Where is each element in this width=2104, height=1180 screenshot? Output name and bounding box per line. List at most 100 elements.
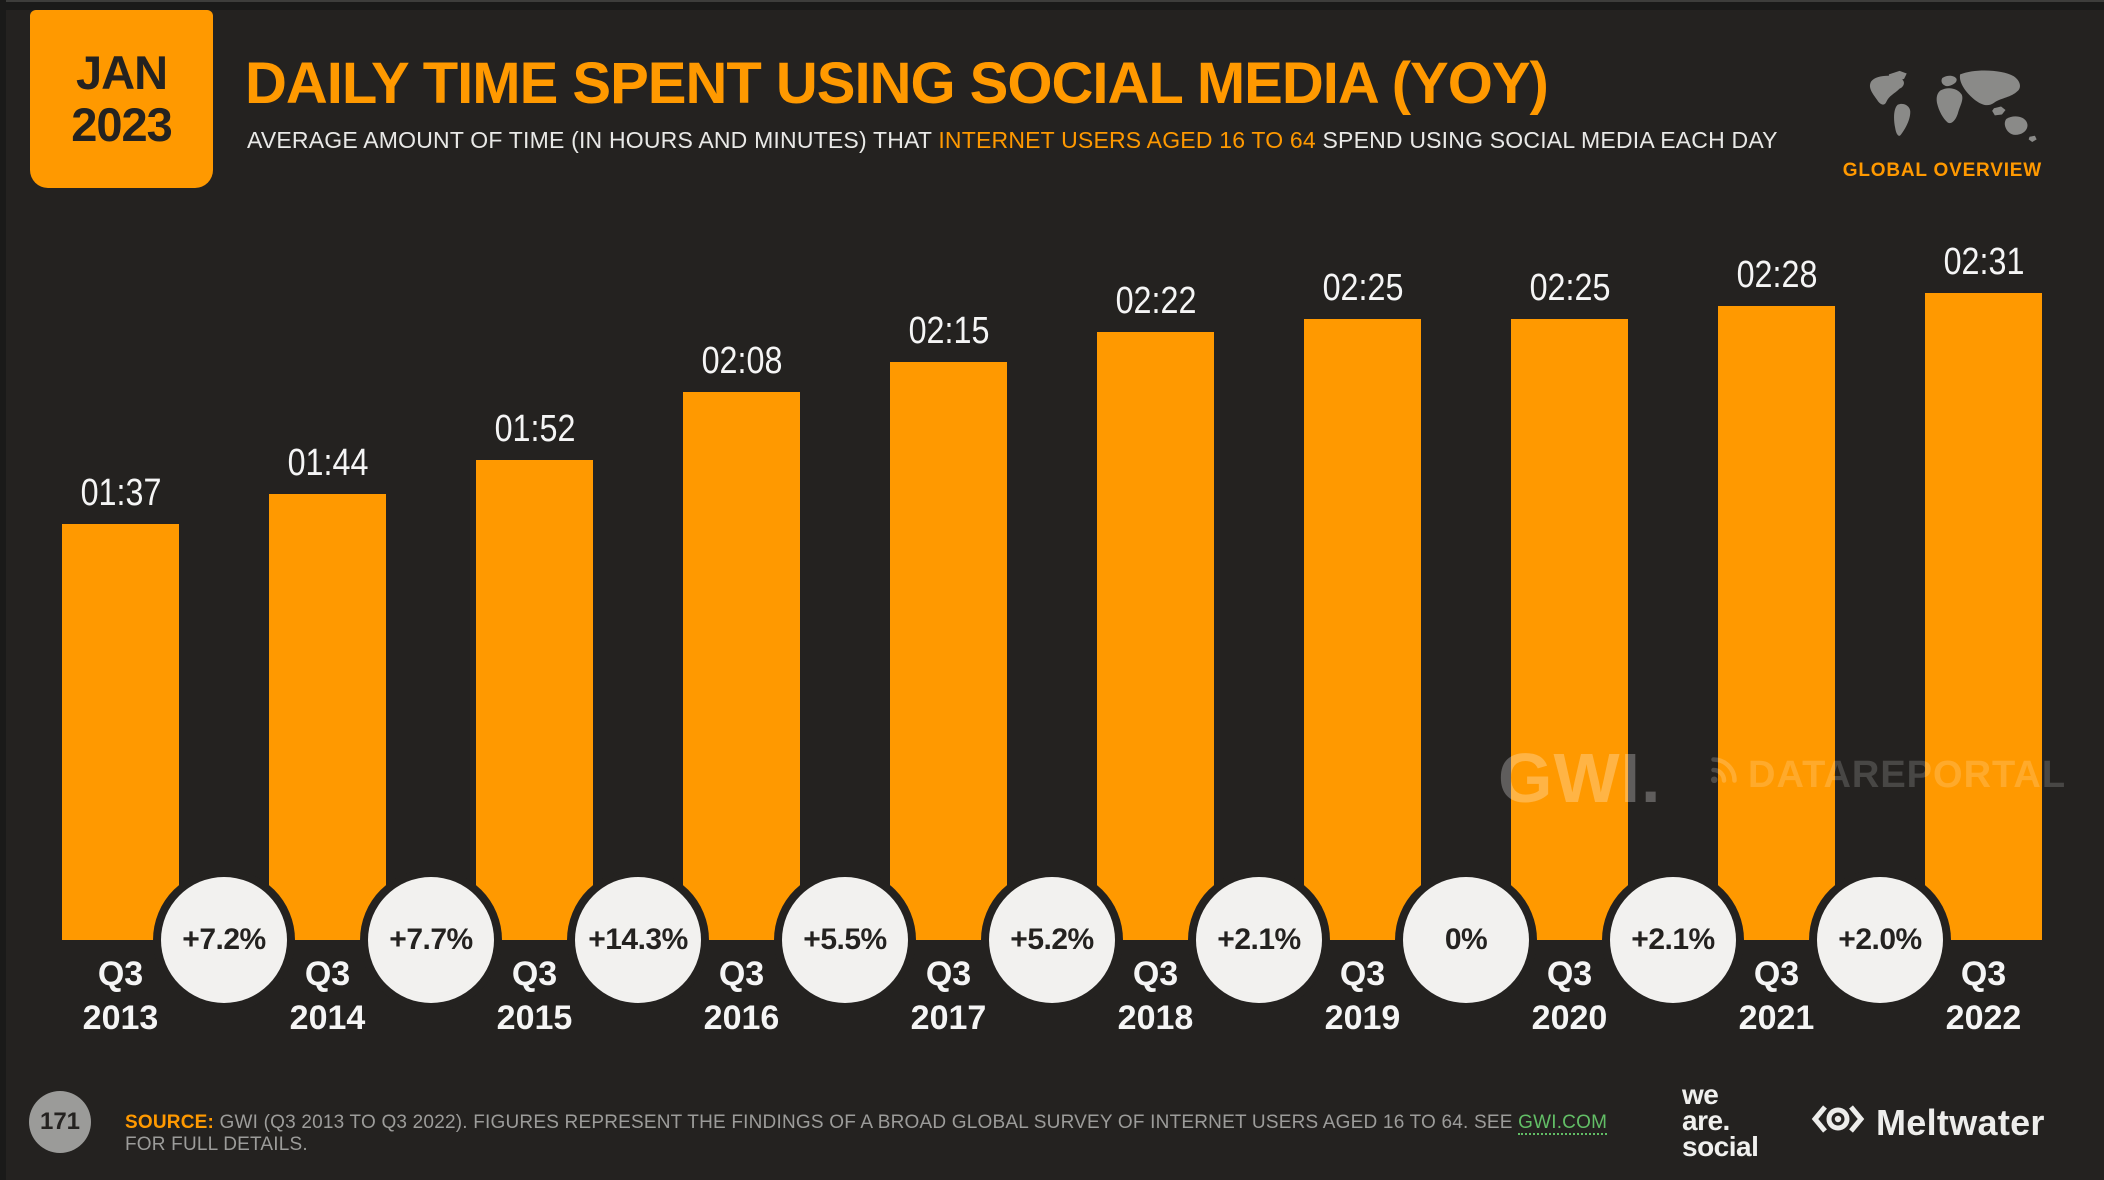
yoy-bubble-label: +14.3% [588, 923, 688, 956]
bar-category-line: Q3 [925, 955, 972, 993]
bar-value-label: 01:37 [80, 472, 161, 514]
bar-category-label: Q3 2020 [1480, 952, 1660, 1040]
source-text-1: GWI (Q3 2013 TO Q3 2022). FIGURES REPRES… [214, 1112, 1519, 1133]
yoy-bubble: +2.1% [1196, 877, 1322, 1003]
bar-category-label: Q3 2022 [1894, 952, 2074, 1040]
window-left-edge [0, 0, 6, 1180]
meltwater-eye-icon [1810, 1102, 1866, 1144]
bar-category-line: 2019 [1324, 999, 1401, 1037]
bar-value-label: 02:25 [1529, 267, 1610, 309]
bar-value-label: 02:22 [1115, 280, 1196, 322]
bar-value-label: 01:44 [287, 442, 368, 484]
bar-value-label: 02:31 [1943, 241, 2024, 283]
world-map-icon [1864, 64, 2042, 156]
region-label: GLOBAL OVERVIEW [1842, 160, 2042, 181]
bar-category-line: 2020 [1531, 999, 1608, 1037]
bar-category-line: Q3 [304, 955, 351, 993]
window-top-edge [0, 0, 2104, 10]
bar-category-label: Q3 2014 [238, 952, 418, 1040]
yoy-bubble-label: 0% [1444, 923, 1488, 956]
subtitle-highlight: INTERNET USERS AGED 16 TO 64 [938, 127, 1316, 153]
bar-category-line: Q3 [1960, 955, 2007, 993]
yoy-bubble: +2.1% [1610, 877, 1736, 1003]
bar-category-line: Q3 [718, 955, 765, 993]
bar-category-line: Q3 [511, 955, 558, 993]
bar-category-label: Q3 2017 [859, 952, 1039, 1040]
yoy-bubble-label: +2.0% [1838, 923, 1922, 956]
bar-category-label: Q3 2015 [445, 952, 625, 1040]
we-are-social-line2: are. [1682, 1105, 1730, 1136]
subtitle-suffix: SPEND USING SOCIAL MEDIA EACH DAY [1315, 127, 1778, 153]
bar [1304, 319, 1421, 940]
date-badge: JAN 2023 [30, 10, 213, 188]
broadcast-icon [1706, 752, 1742, 798]
bar [1511, 319, 1628, 940]
bar-category-line: 2017 [910, 999, 987, 1037]
yoy-bubble-label: +2.1% [1217, 923, 1301, 956]
bar [1925, 293, 2042, 940]
bar [269, 494, 386, 940]
we-are-social-line3: social [1682, 1131, 1759, 1162]
source-note: SOURCE: GWI (Q3 2013 TO Q3 2022). FIGURE… [125, 1112, 1625, 1156]
bar [890, 362, 1007, 940]
bar-category-line: 2013 [82, 999, 159, 1037]
bar-category-line: 2022 [1945, 999, 2022, 1037]
yoy-bubble: 0% [1403, 877, 1529, 1003]
we-are-social-line1: we [1682, 1079, 1719, 1110]
bar [683, 392, 800, 940]
bar [1097, 332, 1214, 940]
yoy-bubble: +5.2% [989, 877, 1115, 1003]
page-number-badge: 171 [29, 1091, 91, 1153]
page-number: 171 [39, 1108, 81, 1135]
meltwater-logo: Meltwater [1810, 1102, 2045, 1144]
bar-category-label: Q3 2021 [1687, 952, 1867, 1040]
bar-category-label: Q3 2019 [1273, 952, 1453, 1040]
yoy-bubble-label: +7.7% [389, 923, 473, 956]
gwi-watermark: GWI. [1498, 739, 1662, 817]
page-subtitle: AVERAGE AMOUNT OF TIME (IN HOURS AND MIN… [247, 127, 1867, 154]
date-badge-year: 2023 [71, 98, 173, 151]
bar-category-line: Q3 [97, 955, 144, 993]
bar-category-line: 2021 [1738, 999, 1815, 1037]
yoy-bubble: +14.3% [575, 877, 701, 1003]
bar-value-label: 02:15 [908, 310, 989, 352]
yoy-bubble-label: +7.2% [182, 923, 266, 956]
bar-category-label: Q3 2013 [31, 952, 211, 1040]
bar-category-line: Q3 [1753, 955, 1800, 993]
datareportal-watermark-text: DATAREPORTAL [1748, 753, 2067, 796]
bar-value-label: 02:08 [701, 340, 782, 382]
source-label: SOURCE: [125, 1112, 215, 1133]
bar-category-label: Q3 2018 [1066, 952, 1246, 1040]
bar-value-label: 02:25 [1322, 267, 1403, 309]
bar-category-line: 2014 [289, 999, 366, 1037]
yoy-bubble: +7.7% [368, 877, 494, 1003]
we-are-social-logo: we are. social [1682, 1079, 1759, 1162]
bar-category-line: 2015 [496, 999, 573, 1037]
meltwater-label: Meltwater [1876, 1102, 2045, 1143]
bar-value-label: 02:28 [1736, 254, 1817, 296]
bar-value-label: 01:52 [494, 408, 575, 450]
yoy-bubble: +2.0% [1817, 877, 1943, 1003]
bar-category-line: 2018 [1117, 999, 1194, 1037]
bar-category-line: Q3 [1132, 955, 1179, 993]
source-link[interactable]: GWI.COM [1518, 1112, 1608, 1135]
bar-category-line: Q3 [1546, 955, 1593, 993]
bar [476, 460, 593, 940]
date-badge-month: JAN [75, 46, 168, 99]
yoy-bubble: +5.5% [782, 877, 908, 1003]
yoy-bubble-label: +5.2% [1010, 923, 1094, 956]
yoy-bubble-label: +5.5% [803, 923, 887, 956]
datareportal-watermark: DATAREPORTAL [1706, 752, 2066, 798]
page-title: DAILY TIME SPENT USING SOCIAL MEDIA (YOY… [245, 51, 1549, 116]
bar-category-label: Q3 2016 [652, 952, 832, 1040]
bar-category-line: Q3 [1339, 955, 1386, 993]
bar [1718, 306, 1835, 940]
bar [62, 524, 179, 940]
subtitle-prefix: AVERAGE AMOUNT OF TIME (IN HOURS AND MIN… [247, 127, 939, 153]
source-text-2: FOR FULL DETAILS. [125, 1134, 308, 1155]
yoy-bubble-label: +2.1% [1631, 923, 1715, 956]
bar-category-line: 2016 [703, 999, 780, 1037]
yoy-bubble: +7.2% [161, 877, 287, 1003]
